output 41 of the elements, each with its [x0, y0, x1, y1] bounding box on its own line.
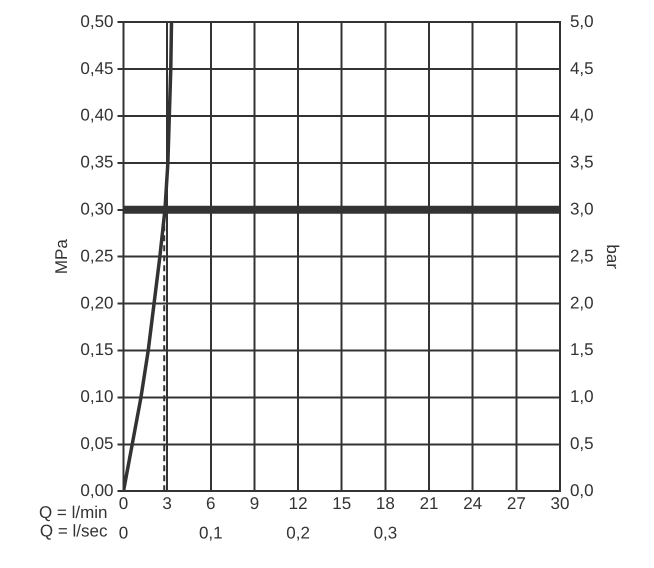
y-tick-label: 0,10 [80, 387, 114, 406]
y-tick-label: 0,20 [80, 293, 114, 312]
x-tick-label: 12 [288, 494, 308, 514]
y2-tick-label: 5,0 [570, 12, 594, 31]
x-tick-label: 15 [332, 494, 352, 514]
y-tick-label: 0,40 [80, 106, 114, 125]
y2-tick-label: 1,0 [570, 387, 594, 406]
y-tick-label: 0,00 [80, 480, 114, 500]
y-tick-label: 0,45 [80, 58, 114, 78]
y-tick-label: 0,05 [80, 434, 114, 453]
y2-tick-label: 0,5 [570, 434, 594, 453]
x-tick-label: 3 [162, 494, 172, 514]
x-tick-label: 18 [376, 494, 395, 514]
y2-tick-label: 4,5 [570, 58, 594, 78]
x-tick-label: 24 [463, 494, 482, 514]
y2-tick-label: 3,5 [570, 152, 594, 172]
x-tick-label: 6 [206, 494, 216, 514]
x-tick-label: 30 [550, 494, 570, 514]
x-tick-label: 0 [118, 494, 128, 514]
y2-axis-title: bar [603, 244, 622, 270]
y2-tick-label: 3,0 [570, 199, 594, 218]
y2-tick-label: 0,0 [570, 480, 594, 500]
x2-tick-label: 0,3 [374, 523, 398, 542]
y-tick-label: 0,15 [80, 340, 114, 360]
y-tick-label: 0,30 [80, 199, 114, 218]
x-tick-label: 9 [250, 494, 260, 514]
x2-axis-title: Q = l/sec [40, 521, 108, 540]
x2-tick-label: 0,2 [286, 523, 310, 542]
x-axis-title: Q = l/min [38, 502, 108, 522]
y-axis-title: MPa [52, 238, 71, 274]
y2-tick-label: 2,5 [570, 246, 594, 266]
x2-tick-label: 0,1 [198, 523, 223, 542]
x-tick-label: 27 [506, 494, 526, 514]
y2-tick-label: 1,5 [570, 340, 594, 360]
x2-tick-label: 0 [118, 523, 128, 542]
x-tick-label: 21 [420, 494, 438, 514]
y-tick-label: 0,50 [80, 12, 114, 31]
y2-tick-label: 2,0 [570, 293, 594, 312]
y-tick-label: 0,35 [80, 152, 114, 172]
y-tick-label: 0,25 [80, 246, 114, 266]
y2-tick-label: 4,0 [570, 106, 594, 125]
